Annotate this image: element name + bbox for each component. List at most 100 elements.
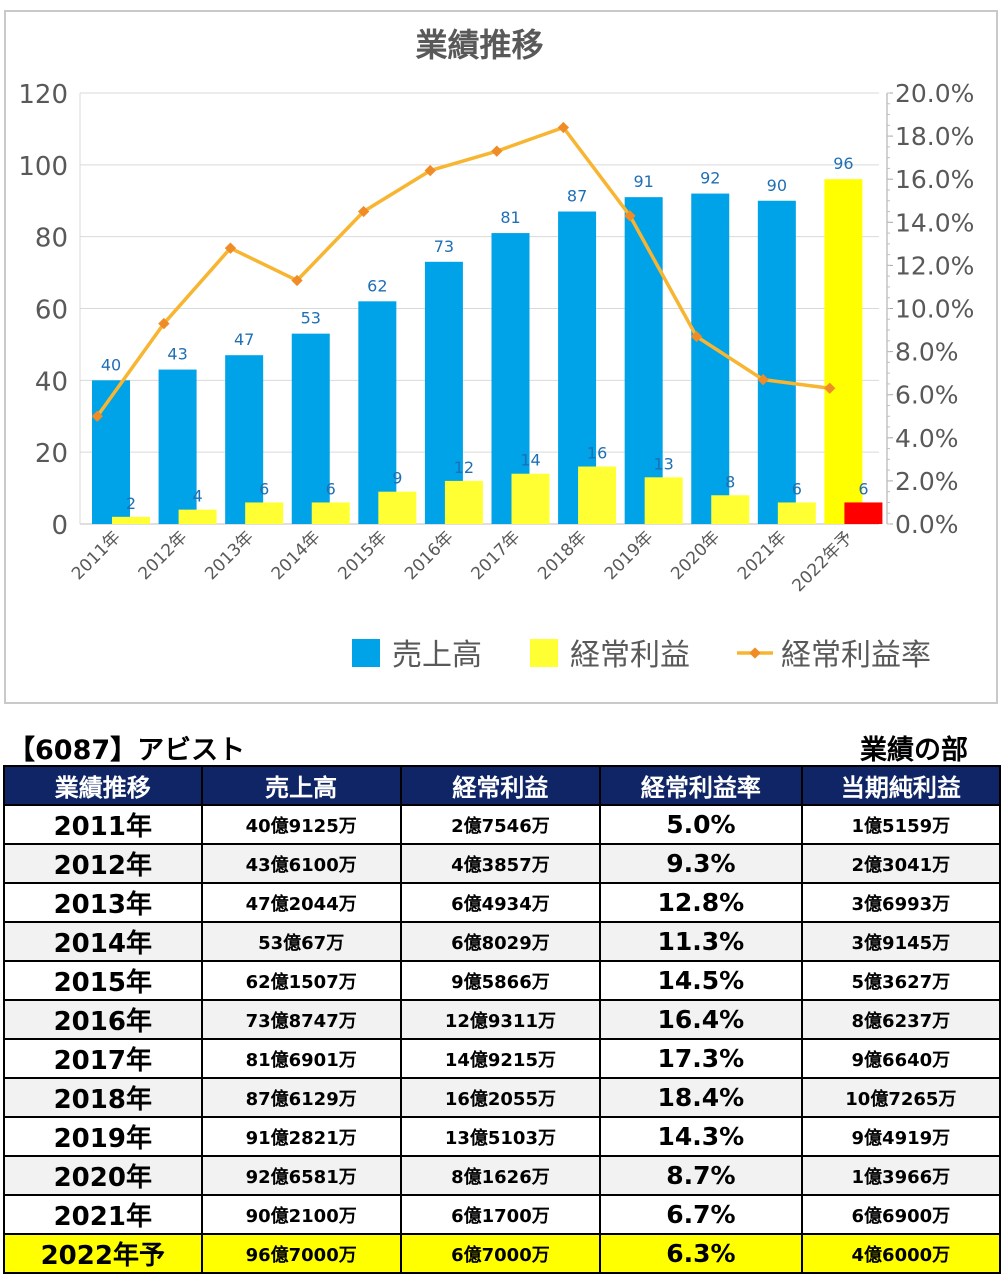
bar-ordinary-profit [245, 502, 284, 524]
x-tick-label: 2019年 [601, 527, 658, 584]
cell-sales: 81億6901万 [200, 1038, 402, 1079]
right-tick-label: 18.0% [895, 122, 974, 151]
performance-chart: 業績推移 0 20 40 60 80 100 120 0.0% 2.0% 4.0% 6.0% 8.0% 1… [18, 26, 974, 673]
bar-sales [158, 369, 197, 524]
bar-ordinary-profit [578, 466, 617, 524]
cell-ordinary-profit: 9億5866万 [399, 960, 602, 1001]
right-tick-label: 6.0% [895, 381, 959, 410]
data-label-sales: 43 [167, 345, 187, 364]
left-tick-label: 100 [18, 152, 68, 182]
bar-sales [92, 380, 130, 524]
cell-period: 2012年 [3, 843, 203, 884]
data-label-ordinary-profit: 2 [126, 494, 136, 513]
cell-period: 2018年 [3, 1077, 203, 1118]
cell-profit-rate: 8.7% [599, 1155, 803, 1196]
bar-sales [757, 200, 796, 524]
legend-marker-profit-rate [749, 647, 761, 659]
cell-sales: 43億6100万 [200, 843, 402, 884]
cell-net-income: 9億6640万 [800, 1038, 1002, 1079]
marker-profit-rate [491, 145, 503, 157]
x-tick-label: 2021年 [734, 527, 791, 584]
cell-profit-rate: 6.3% [599, 1233, 803, 1274]
cell-sales: 96億7000万 [200, 1233, 402, 1274]
table-row: 2011年 40億9125万 2億7546万 5.0% 1億5159万 [3, 804, 1002, 845]
cell-period: 2014年 [3, 921, 203, 962]
data-label-sales: 92 [700, 169, 720, 188]
cell-profit-rate: 5.0% [599, 804, 803, 845]
header-net-income: 当期純利益 [800, 765, 1002, 806]
right-tick-label: 8.0% [895, 338, 959, 367]
table-row: 2014年 53億67万 6億8029万 11.3% 3億9145万 [3, 921, 1002, 962]
bar-ordinary-profit [444, 480, 483, 524]
right-tick-label: 14.0% [895, 208, 974, 237]
cell-period: 2021年 [3, 1194, 203, 1235]
right-tick-label: 12.0% [895, 251, 974, 280]
cell-profit-rate: 14.3% [599, 1116, 803, 1157]
x-tick-label: 2020年 [667, 527, 724, 584]
cell-sales: 73億8747万 [200, 999, 402, 1040]
header-ordinary-profit: 経常利益 [399, 765, 602, 806]
cell-net-income: 1億3966万 [800, 1155, 1002, 1196]
cell-ordinary-profit: 12億9311万 [399, 999, 602, 1040]
cell-profit-rate: 6.7% [599, 1194, 803, 1235]
data-label-sales: 53 [301, 309, 321, 328]
cell-profit-rate: 11.3% [599, 921, 803, 962]
bar-sales [691, 193, 730, 525]
marker-profit-rate [291, 274, 303, 287]
line-profit-rate [95, 125, 830, 418]
cell-period: 2015年 [3, 960, 203, 1001]
table-row: 2015年 62億1507万 9億5866万 14.5% 5億3627万 [3, 960, 1002, 1001]
cell-ordinary-profit: 6億4934万 [399, 882, 602, 923]
legend-label-profit-rate: 経常利益率 [781, 638, 931, 673]
cell-ordinary-profit: 6億1700万 [399, 1194, 602, 1235]
table-row: 2022年予 96億7000万 6億7000万 6.3% 4億6000万 [3, 1233, 1002, 1274]
cell-net-income: 4億6000万 [800, 1233, 1002, 1274]
data-label-sales: 90 [767, 176, 787, 195]
results-table: 業績推移 売上高 経常利益 経常利益率 当期純利益 2011年 40億9125万 2… [3, 765, 1002, 1274]
bar-ordinary-profit [844, 502, 883, 524]
bar-ordinary-profit [644, 477, 683, 524]
x-tick-label: 2015年 [334, 527, 391, 584]
table-row: 2016年 73億8747万 12億9311万 16.4% 8億6237万 [3, 999, 1002, 1040]
marker-profit-rate [224, 242, 237, 254]
data-label-ordinary-profit: 6 [792, 479, 802, 498]
table-row: 2021年 90億2100万 6億1700万 6.7% 6億6900万 [3, 1194, 1002, 1235]
header-period: 業績推移 [3, 765, 203, 806]
cell-net-income: 1億5159万 [800, 804, 1002, 845]
bar-ordinary-profit [777, 502, 816, 524]
header-profit-rate: 経常利益率 [599, 765, 803, 806]
cell-ordinary-profit: 6億8029万 [399, 921, 602, 962]
data-label-ordinary-profit: 13 [653, 454, 673, 473]
cell-period: 2020年 [3, 1155, 203, 1196]
cell-sales: 91億2821万 [200, 1116, 402, 1157]
chart-panel: 業績推移 0 20 40 60 80 100 120 0.0% 2.0% 4.0% 6.0% 8.0% 1… [4, 10, 998, 704]
data-label-ordinary-profit: 4 [192, 487, 202, 506]
cell-net-income: 8億6237万 [800, 999, 1002, 1040]
cell-profit-rate: 17.3% [599, 1038, 803, 1079]
marker-profit-rate [357, 205, 370, 218]
cell-profit-rate: 16.4% [599, 999, 803, 1040]
table-row: 2020年 92億6581万 8億1626万 8.7% 1億3966万 [3, 1155, 1002, 1196]
cell-net-income: 2億3041万 [800, 843, 1002, 884]
bar-sales [291, 333, 330, 524]
cell-period: 2022年予 [3, 1233, 203, 1274]
cell-sales: 87億6129万 [200, 1077, 402, 1118]
bar-ordinary-profit [378, 491, 417, 524]
right-tick-label: 20.0% [895, 79, 974, 108]
marker-profit-rate [757, 373, 769, 386]
bar-sales [824, 179, 863, 524]
cell-period: 2011年 [3, 804, 203, 845]
table-row: 2012年 43億6100万 4億3857万 9.3% 2億3041万 [3, 843, 1002, 884]
table-header-row: 業績推移 売上高 経常利益 経常利益率 当期純利益 [3, 765, 1002, 806]
cell-sales: 40億9125万 [200, 804, 402, 845]
cell-ordinary-profit: 13億5103万 [399, 1116, 602, 1157]
header-sales: 売上高 [200, 765, 402, 806]
legend-label-sales: 売上高 [392, 638, 482, 673]
data-label-sales: 96 [833, 154, 853, 173]
left-tick-label: 40 [35, 367, 68, 397]
table-row: 2019年 91億2821万 13億5103万 14.3% 9億4919万 [3, 1116, 1002, 1157]
marker-profit-rate [424, 164, 436, 177]
left-tick-label: 80 [35, 224, 68, 254]
cell-sales: 90億2100万 [200, 1194, 402, 1235]
left-tick-label: 0 [51, 511, 68, 541]
